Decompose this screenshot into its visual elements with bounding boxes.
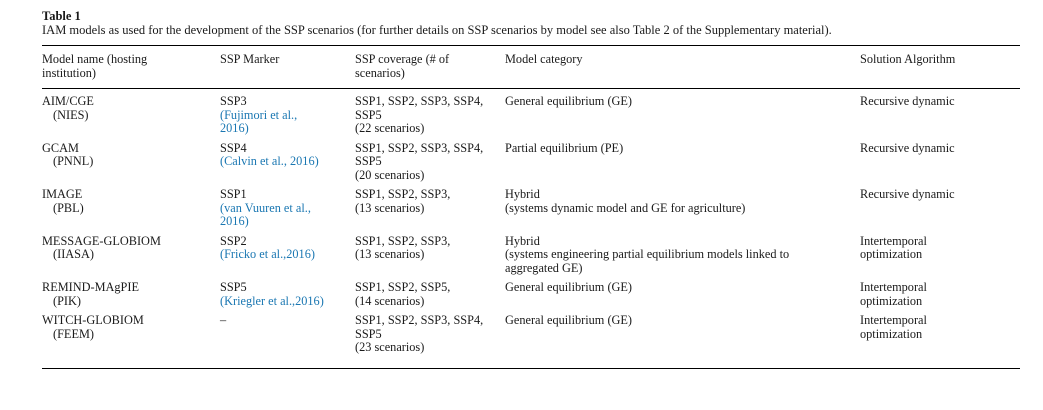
model-name: AIM/CGE	[42, 94, 94, 108]
cell-model-name: AIM/CGE (NIES)	[42, 89, 220, 136]
header-model-category: Model category	[505, 45, 860, 89]
cell-solution-algorithm: Recursive dynamic	[860, 187, 955, 201]
cell-ssp-marker: SSP2 (Fricko et al.,2016)	[220, 229, 355, 276]
table-row: IMAGE (PBL) SSP1 (van Vuuren et al., 201…	[42, 182, 1020, 229]
cell-model-name: WITCH-GLOBIOM (FEEM)	[42, 308, 220, 368]
cell-ssp-marker: SSP5 (Kriegler et al.,2016)	[220, 275, 355, 308]
cell-ssp-coverage: SSP1, SSP2, SSP3, SSP4, SSP5 (23 scenari…	[355, 313, 484, 354]
model-name: WITCH-GLOBIOM	[42, 313, 144, 327]
header-solution-algorithm: Solution Algorithm	[860, 45, 1020, 89]
citation-link[interactable]: (Kriegler et al.,2016)	[220, 293, 324, 308]
page-content: Table 1 IAM models as used for the devel…	[42, 9, 1020, 369]
hosting-institution: (PBL)	[53, 200, 84, 215]
cell-model-category: General equilibrium (GE)	[505, 280, 633, 294]
citation-link[interactable]: (Fujimori et al., 2016)	[220, 107, 298, 135]
cell-ssp-coverage: SSP1, SSP2, SSP3, (13 scenarios)	[355, 187, 451, 215]
ssp-marker-value: SSP4	[220, 140, 247, 155]
cell-ssp-coverage: SSP1, SSP2, SSP5, (14 scenarios)	[355, 280, 451, 308]
cell-model-category: Hybrid (systems engineering partial equi…	[505, 233, 790, 275]
hosting-institution: (PNNL)	[53, 154, 94, 168]
cell-ssp-marker: –	[220, 308, 355, 368]
cell-model-name: MESSAGE-GLOBIOM (IIASA)	[42, 229, 220, 276]
header-ssp-coverage: SSP coverage (# of scenarios)	[355, 45, 505, 89]
table-row: MESSAGE-GLOBIOM (IIASA) SSP2 (Fricko et …	[42, 229, 1020, 276]
cell-ssp-marker: SSP4 (Calvin et al., 2016)	[220, 136, 355, 183]
table-caption: IAM models as used for the development o…	[42, 23, 832, 37]
cell-ssp-marker: SSP3 (Fujimori et al., 2016)	[220, 89, 355, 136]
citation-link[interactable]: (van Vuuren et al., 2016)	[220, 200, 311, 228]
table-row: GCAM (PNNL) SSP4 (Calvin et al., 2016) S…	[42, 136, 1020, 183]
model-name: IMAGE	[42, 187, 83, 201]
header-model-name: Model name (hosting institution)	[42, 45, 220, 89]
hosting-institution: (PIK)	[53, 293, 82, 308]
cell-solution-algorithm: Intertemporal optimization	[860, 280, 927, 308]
cell-model-category: General equilibrium (GE)	[505, 94, 633, 108]
ssp-marker-value: SSP3	[220, 94, 247, 108]
table-label: Table 1	[42, 9, 81, 23]
cell-model-name: IMAGE (PBL)	[42, 182, 220, 229]
ssp-marker-value: SSP1	[220, 187, 247, 201]
ssp-marker-value: –	[220, 313, 227, 327]
hosting-institution: (IIASA)	[53, 247, 94, 261]
cell-ssp-coverage: SSP1, SSP2, SSP3, (13 scenarios)	[355, 233, 451, 261]
citation-link[interactable]: (Calvin et al., 2016)	[220, 154, 319, 168]
cell-ssp-coverage: SSP1, SSP2, SSP3, SSP4, SSP5 (20 scenari…	[355, 140, 484, 182]
cell-model-name: REMIND-MAgPIE (PIK)	[42, 275, 220, 308]
cell-ssp-coverage: SSP1, SSP2, SSP3, SSP4, SSP5 (22 scenari…	[355, 94, 484, 135]
table-header-row: Model name (hosting institution) SSP Mar…	[42, 45, 1020, 89]
cell-ssp-marker: SSP1 (van Vuuren et al., 2016)	[220, 182, 355, 229]
cell-solution-algorithm: Intertemporal optimization	[860, 313, 927, 341]
ssp-marker-value: SSP2	[220, 233, 247, 248]
cell-solution-algorithm: Recursive dynamic	[860, 94, 955, 108]
cell-solution-algorithm: Intertemporal optimization	[860, 233, 927, 261]
iam-models-table: Model name (hosting institution) SSP Mar…	[42, 45, 1020, 369]
model-name: MESSAGE-GLOBIOM	[42, 233, 161, 248]
citation-link[interactable]: (Fricko et al.,2016)	[220, 247, 315, 261]
model-name: REMIND-MAgPIE	[42, 280, 140, 294]
hosting-institution: (FEEM)	[53, 326, 94, 341]
table-row: AIM/CGE (NIES) SSP3 (Fujimori et al., 20…	[42, 89, 1020, 136]
cell-solution-algorithm: Recursive dynamic	[860, 140, 955, 155]
model-name: GCAM	[42, 140, 79, 155]
header-ssp-marker: SSP Marker	[220, 45, 355, 89]
cell-model-category: General equilibrium (GE)	[505, 313, 633, 327]
cell-model-category: Partial equilibrium (PE)	[505, 140, 624, 155]
hosting-institution: (NIES)	[53, 107, 89, 122]
cell-model-category: Hybrid (systems dynamic model and GE for…	[505, 187, 746, 215]
table-row: WITCH-GLOBIOM (FEEM) – SSP1, SSP2, SSP3,…	[42, 308, 1020, 368]
ssp-marker-value: SSP5	[220, 280, 247, 294]
table-row: REMIND-MAgPIE (PIK) SSP5 (Kriegler et al…	[42, 275, 1020, 308]
cell-model-name: GCAM (PNNL)	[42, 136, 220, 183]
